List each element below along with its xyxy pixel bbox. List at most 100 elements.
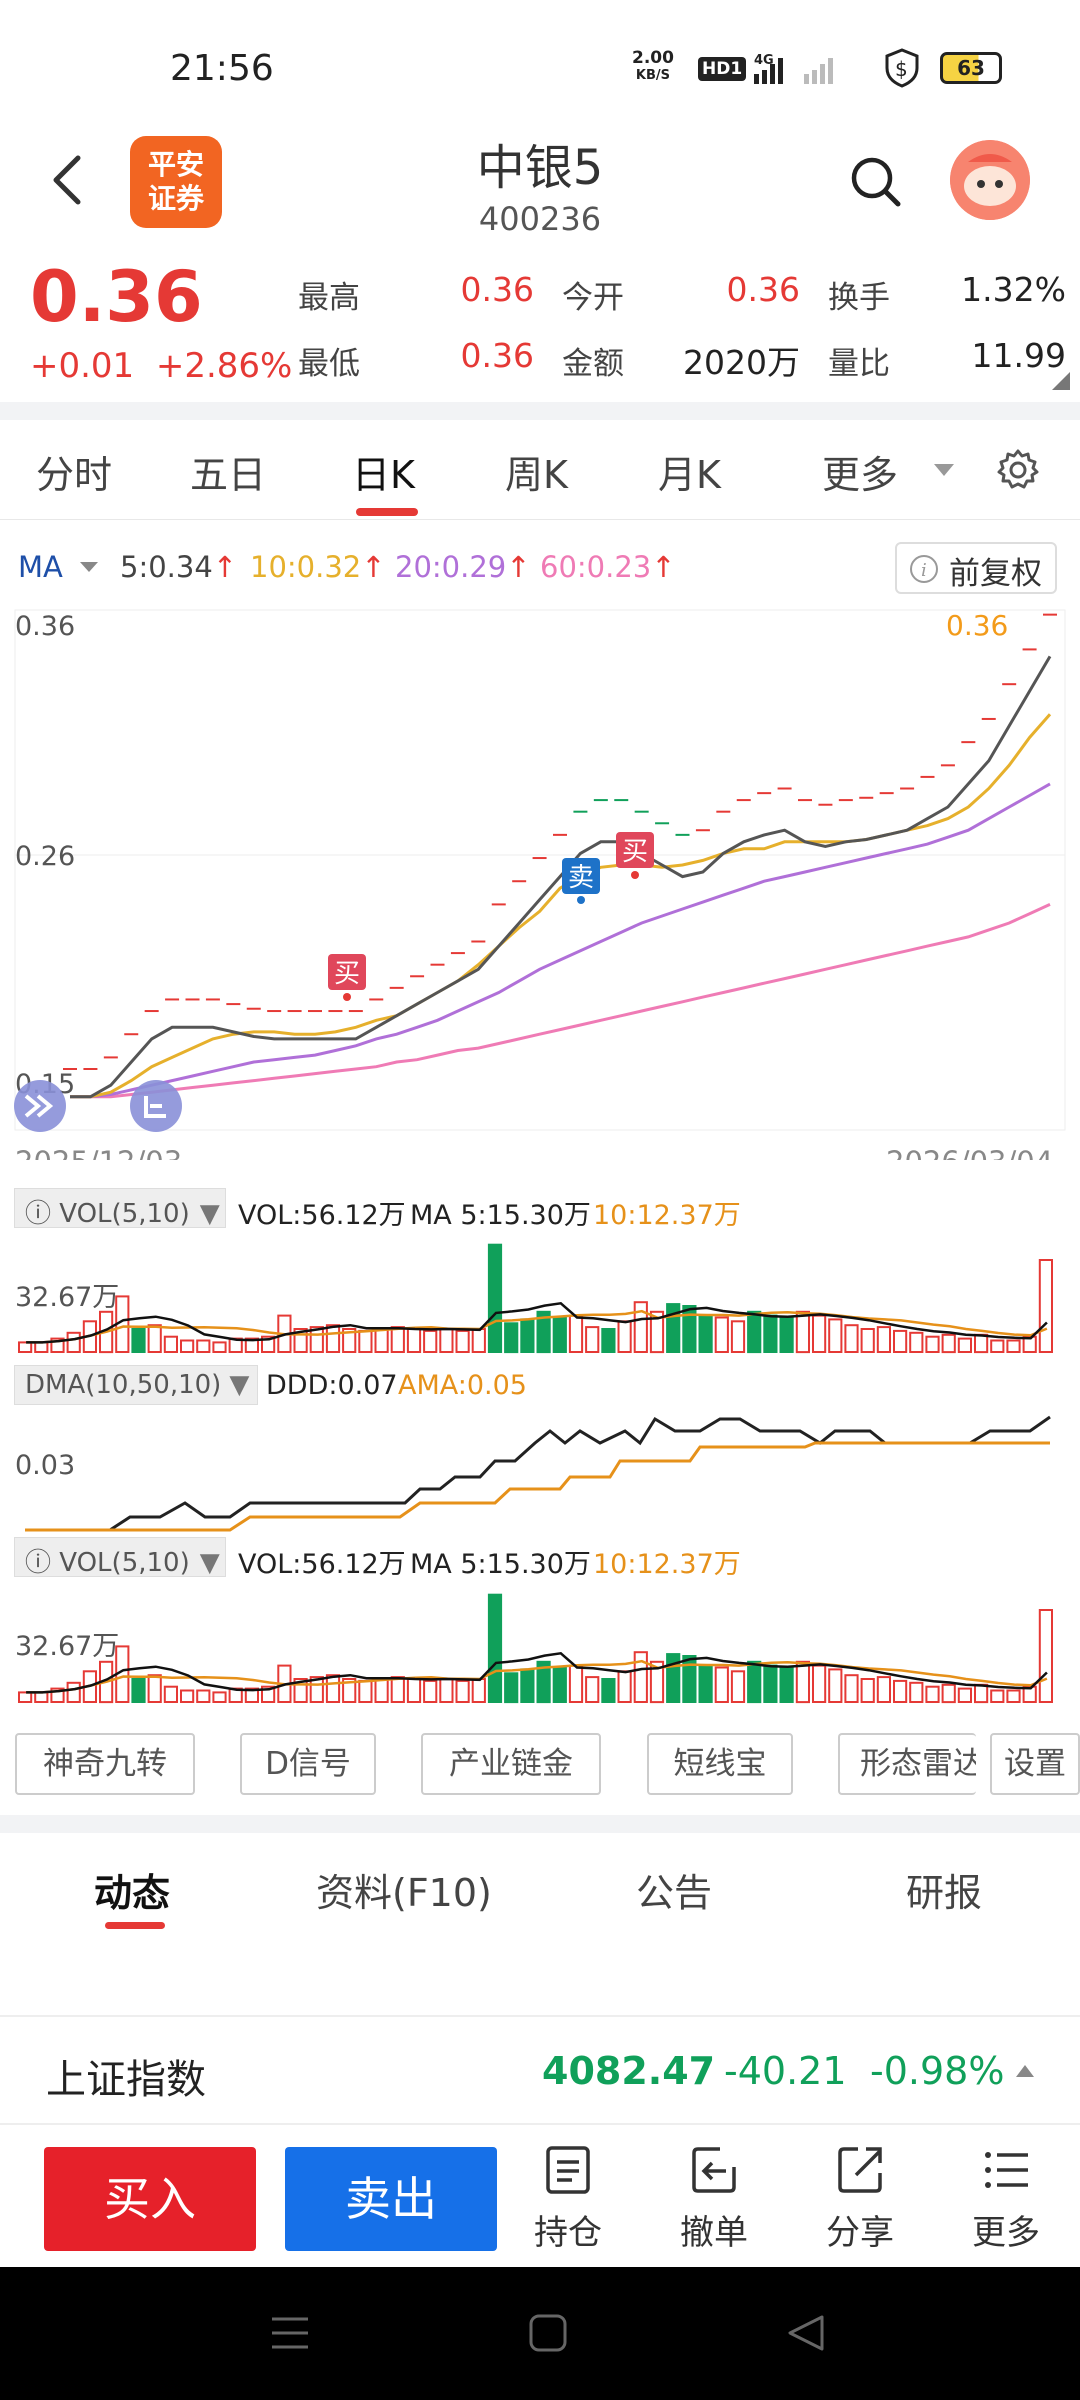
volume-bar xyxy=(131,1678,146,1703)
volume-bar xyxy=(860,1678,875,1703)
settings-button[interactable]: 设置 xyxy=(990,1733,1080,1795)
buy-marker[interactable]: 买 xyxy=(616,832,654,879)
volume-bar xyxy=(536,1660,551,1704)
tab-f10[interactable]: 资料(F10) xyxy=(316,1871,492,1915)
ma5-line xyxy=(70,655,1052,1099)
volume-bar xyxy=(471,1328,486,1353)
tab-announcements[interactable]: 公告 xyxy=(636,1871,713,1915)
volume-bar xyxy=(1022,1685,1037,1703)
vol-indicator-selector[interactable]: ⓘ VOL(5,10) ▼ xyxy=(14,1188,226,1229)
home-icon[interactable] xyxy=(528,2313,568,2353)
volume-bar xyxy=(406,1328,422,1353)
ma20-value: 20:0.29↑ xyxy=(395,550,531,584)
volume-bar xyxy=(649,1310,665,1354)
volume-bar xyxy=(1006,1689,1021,1703)
svg-text:买: 买 xyxy=(622,837,648,867)
ama-line xyxy=(25,1441,1050,1532)
system-nav-bar xyxy=(0,2267,1080,2400)
tab-news[interactable]: 动态 xyxy=(94,1871,171,1915)
adjust-button[interactable]: i 前复权 xyxy=(895,542,1057,594)
volume-bar xyxy=(34,1341,49,1354)
caret-down-icon[interactable] xyxy=(78,560,100,574)
ma-legend: MA 5:0.34↑ 10:0.32↑ 20:0.29↑ 60:0.23↑ xyxy=(0,540,1080,590)
caret-down-icon[interactable] xyxy=(932,462,956,478)
back-icon[interactable] xyxy=(784,2311,828,2355)
shenqi-jiuzhuan-button[interactable]: 神奇九转 xyxy=(15,1733,195,1795)
caret-up-icon[interactable] xyxy=(1014,2063,1036,2079)
cancel-order-button[interactable]: 撤单 xyxy=(664,2145,764,2254)
short-line-button[interactable]: 短线宝 xyxy=(647,1733,793,1795)
tab-more[interactable]: 更多 xyxy=(822,453,899,497)
vol-ratio-value: 11.99 xyxy=(971,336,1066,375)
ma-label[interactable]: MA xyxy=(18,550,63,584)
share-icon xyxy=(838,2147,882,2193)
volume-bar xyxy=(358,1679,373,1704)
volume-bar xyxy=(974,1333,989,1354)
pattern-radar-button[interactable]: 形态雷达 xyxy=(838,1733,976,1795)
volume-chart[interactable] xyxy=(0,1232,1080,1362)
tab-daily-k[interactable]: 日K xyxy=(352,453,415,497)
sell-button[interactable]: 卖出 xyxy=(285,2147,497,2251)
menu-icon xyxy=(985,2152,1028,2188)
info-icon: i xyxy=(910,555,938,583)
dma-indicator-selector[interactable]: DMA(10,50,10) ▼ xyxy=(14,1365,258,1405)
quote-panel: 0.36 +0.01 +2.86% 最高 0.36 最低 0.36 今开 0.3… xyxy=(0,250,1080,400)
fast-forward-icon[interactable] xyxy=(14,1080,66,1132)
volume-bar xyxy=(844,1674,859,1703)
vol-indicator-selector-2[interactable]: ⓘ VOL(5,10) ▼ xyxy=(14,1537,226,1578)
volume-bar xyxy=(439,1678,454,1703)
volume-bar xyxy=(714,1316,729,1353)
search-icon[interactable] xyxy=(848,154,904,210)
volume-bar xyxy=(390,1676,405,1703)
index-ticker[interactable]: 上证指数 4082.47 -40.21 -0.98% xyxy=(0,2015,1080,2125)
volume-bar xyxy=(374,1328,389,1353)
volume-bar xyxy=(1038,1609,1054,1703)
index-value: 4082.47 xyxy=(542,2049,716,2093)
volume-chart-2[interactable] xyxy=(0,1582,1080,1712)
volume-bar xyxy=(698,1664,713,1703)
tab-research[interactable]: 研报 xyxy=(906,1871,983,1915)
tab-intraday[interactable]: 分时 xyxy=(36,453,113,497)
volume-bar xyxy=(925,1335,940,1353)
vol-ma10-2: 10:12.37万 xyxy=(593,1549,741,1580)
tab-weekly-k[interactable]: 周K xyxy=(505,453,568,497)
volume-bar xyxy=(730,1320,746,1354)
broker-logo[interactable]: 平安证券 xyxy=(130,136,222,228)
industry-chain-button[interactable]: 产业链金 xyxy=(421,1733,601,1795)
kline-chart[interactable]: 买 卖 买 0.36 0.26 0.15 0.36 2025/12/03 202… xyxy=(0,600,1080,1160)
index-name: 上证指数 xyxy=(46,2057,206,2103)
volume-bar xyxy=(876,1326,891,1353)
menu-icon[interactable] xyxy=(268,2313,312,2353)
d-signal-button[interactable]: D信号 xyxy=(240,1733,376,1795)
net-speed: 2.00 KB/S xyxy=(632,48,674,84)
holdings-button[interactable]: 持仓 xyxy=(518,2145,618,2254)
turnover-value: 1.32% xyxy=(961,270,1066,309)
dma-ama: AMA:0.05 xyxy=(398,1370,527,1401)
volume-bar xyxy=(196,1339,211,1353)
share-button[interactable]: 分享 xyxy=(810,2145,910,2254)
volume-bar xyxy=(925,1685,940,1703)
volume-bar xyxy=(909,1331,924,1354)
buy-marker[interactable]: 买 xyxy=(328,954,366,1001)
volume-bar xyxy=(795,1310,810,1354)
expand-corner-icon[interactable] xyxy=(1050,370,1072,392)
high-value: 0.36 xyxy=(460,270,534,309)
reset-view-icon[interactable] xyxy=(130,1080,182,1132)
volume-bar xyxy=(601,1678,616,1703)
dma-chart[interactable] xyxy=(0,1405,1080,1540)
assistant-avatar-icon[interactable] xyxy=(950,140,1030,220)
volume-bar xyxy=(682,1655,697,1703)
section-divider xyxy=(0,402,1080,420)
gear-icon[interactable] xyxy=(996,448,1040,492)
sell-marker[interactable]: 卖 xyxy=(562,858,600,904)
tab-five-day[interactable]: 五日 xyxy=(190,453,267,497)
volume-bar xyxy=(471,1678,486,1703)
tab-monthly-k[interactable]: 月K xyxy=(658,453,721,497)
chevron-left-icon[interactable] xyxy=(40,150,100,210)
svg-text:$: $ xyxy=(895,57,908,81)
buy-button[interactable]: 买入 xyxy=(44,2147,256,2251)
volume-bar xyxy=(504,1322,519,1354)
more-button[interactable]: 更多 xyxy=(956,2145,1056,2254)
volume-bar xyxy=(666,1303,681,1353)
shield-dollar-icon: $ xyxy=(885,48,919,88)
